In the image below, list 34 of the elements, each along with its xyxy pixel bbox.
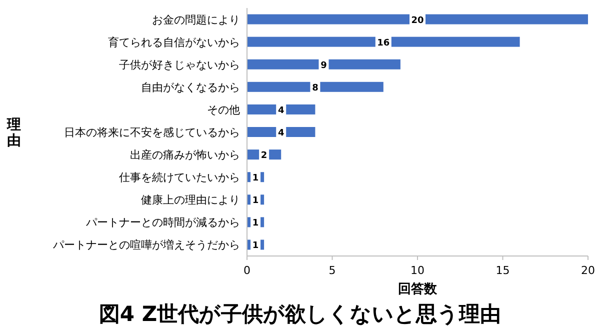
data-label: 9 [320, 60, 327, 71]
bar [247, 14, 588, 24]
data-label: 2 [260, 151, 268, 162]
x-tick-label: 10 [410, 264, 424, 277]
data-label: 1 [252, 196, 259, 206]
x-tick-label: 15 [496, 264, 510, 277]
y-tick-label: パートナーとの時間が減るから [85, 216, 240, 230]
y-tick-label: お金の問題により [152, 13, 240, 26]
data-label: 16 [377, 38, 390, 48]
bar [247, 82, 384, 92]
data-label: 8 [312, 83, 318, 94]
data-label: 1 [252, 174, 259, 184]
data-label: 1 [252, 241, 259, 252]
y-tick-label: 出産の痛みが怖いから [130, 148, 240, 162]
y-tick-label: 自由がなくなるから [141, 80, 240, 94]
y-tick-label: 子供が好きじゃないから [119, 58, 240, 72]
data-label: 4 [278, 128, 284, 138]
bar [247, 59, 400, 70]
y-tick-label: パートナーとの喧嘩が増えそうだから [52, 238, 240, 252]
y-axis-title: 理由 [6, 117, 21, 149]
x-axis-title: 回答数 [398, 282, 438, 297]
y-tick-label: 仕事を続けていたいから [119, 171, 240, 184]
data-label: 20 [411, 16, 424, 26]
bar [247, 36, 520, 47]
y-tick-label: 日本の将来に不安を感じているから [64, 126, 240, 139]
y-tick-label: 育てられる自信がないから [108, 36, 240, 49]
data-label: 1 [252, 218, 259, 229]
x-tick-label: 5 [328, 264, 336, 277]
x-tick-label: 0 [244, 264, 250, 277]
text: 図4 Z世代が子供が欲しくないと思う理由 [98, 302, 502, 326]
x-tick-label: 20 [581, 264, 595, 277]
y-tick-label: その他 [207, 103, 240, 116]
data-label: 4 [278, 106, 284, 116]
y-tick-label: 健康上の理由により [141, 194, 240, 207]
